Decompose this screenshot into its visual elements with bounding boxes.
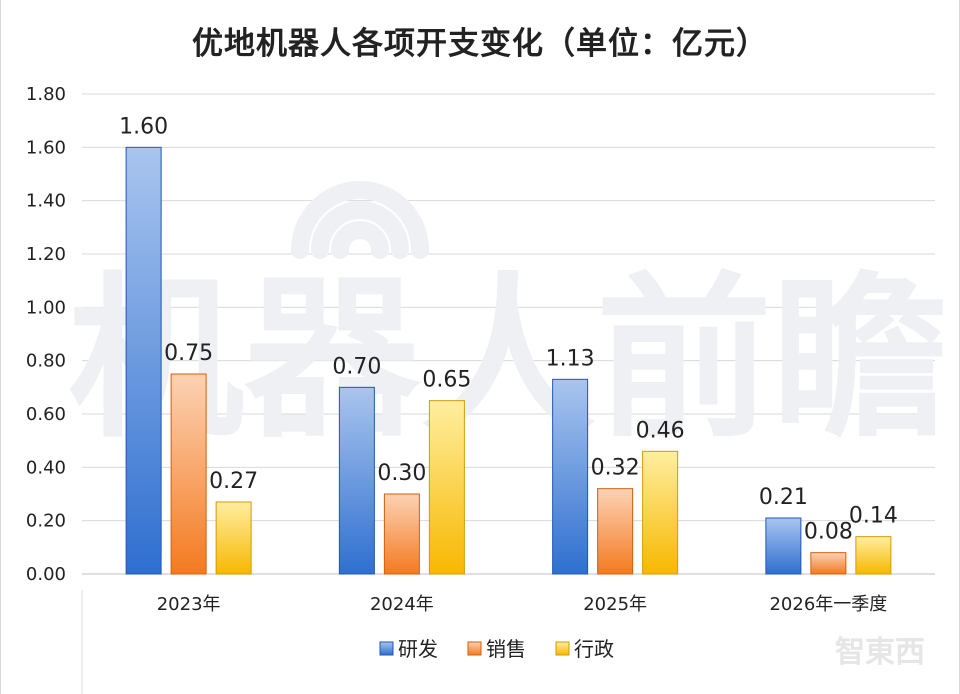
category-label: 2026年一季度 xyxy=(769,594,887,615)
data-label: 0.75 xyxy=(164,341,213,366)
category-label: 2023年 xyxy=(157,594,221,615)
y-tick-label: 1.40 xyxy=(26,191,66,212)
y-tick-label: 1.80 xyxy=(26,84,66,105)
data-label: 0.70 xyxy=(332,354,381,379)
data-label: 1.60 xyxy=(119,114,168,139)
y-tick-label: 0.20 xyxy=(26,511,66,532)
data-label: 0.27 xyxy=(209,469,258,494)
bar-行政-2023年 xyxy=(215,501,252,575)
y-tick-label: 0.60 xyxy=(26,404,66,425)
watermark-signal-icon xyxy=(291,181,429,259)
data-label: 0.14 xyxy=(849,504,898,529)
data-label: 1.13 xyxy=(546,346,595,371)
y-tick-label: 0.40 xyxy=(26,457,66,478)
bar-行政-2024年 xyxy=(428,400,465,575)
bar-销售-2023年 xyxy=(170,373,207,575)
data-label: 0.30 xyxy=(377,461,426,486)
y-tick-label: 0.00 xyxy=(26,564,66,585)
legend-swatch-销售 xyxy=(467,641,482,656)
legend-label: 行政 xyxy=(574,637,614,661)
legend-swatch-行政 xyxy=(555,641,570,656)
legend-label: 销售 xyxy=(486,637,526,661)
watermark-text: 机器人前瞻 xyxy=(68,257,948,462)
bar-行政-2026年一季度 xyxy=(855,536,892,575)
data-label: 0.08 xyxy=(804,520,853,545)
data-label: 0.65 xyxy=(422,368,471,393)
bar-研发-2025年 xyxy=(552,378,589,575)
legend-label: 研发 xyxy=(398,637,438,661)
bar-研发-2024年 xyxy=(338,386,375,575)
y-tick-label: 1.20 xyxy=(26,244,66,265)
bar-销售-2024年 xyxy=(383,493,420,575)
y-tick-label: 1.00 xyxy=(26,297,66,318)
legend-swatch-研发 xyxy=(379,641,394,656)
data-label: 0.46 xyxy=(636,418,685,443)
category-label: 2024年 xyxy=(370,594,434,615)
bar-研发-2023年 xyxy=(125,146,162,575)
category-label: 2025年 xyxy=(583,594,647,615)
y-tick-label: 0.80 xyxy=(26,351,66,372)
corner-watermark: 智東西 xyxy=(835,635,925,670)
bar-研发-2026年一季度 xyxy=(765,517,802,575)
bar-销售-2026年一季度 xyxy=(810,552,847,575)
chart-title: 优地机器人各项开支变化（单位：亿元） xyxy=(192,26,768,62)
y-tick-label: 1.60 xyxy=(26,137,66,158)
data-label: 0.32 xyxy=(591,456,640,481)
data-label: 0.21 xyxy=(759,485,808,510)
bar-行政-2025年 xyxy=(642,450,679,575)
bar-销售-2025年 xyxy=(597,488,634,575)
